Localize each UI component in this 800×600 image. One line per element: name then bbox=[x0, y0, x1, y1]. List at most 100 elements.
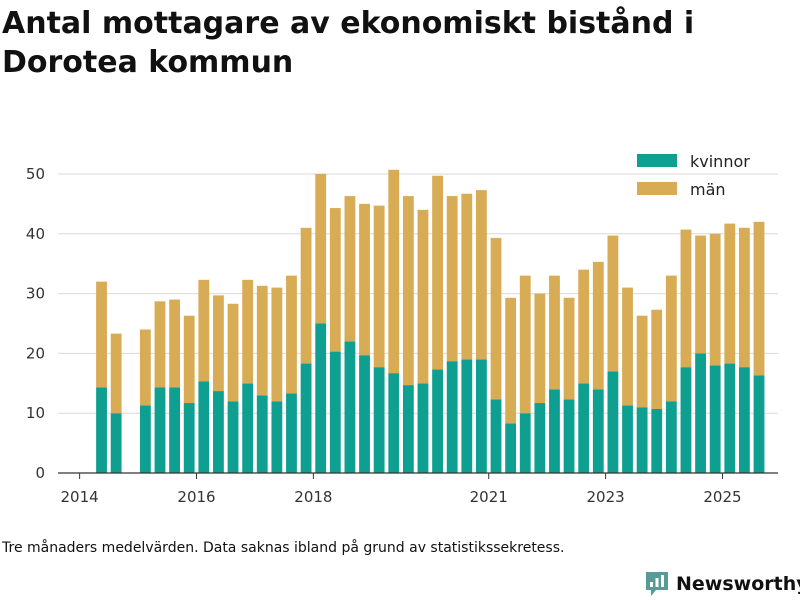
bar-man bbox=[271, 287, 283, 402]
bar-kvinnor bbox=[227, 401, 239, 473]
bar-kvinnor bbox=[96, 387, 107, 473]
footnote: Tre månaders medelvärden. Data saknas ib… bbox=[2, 540, 565, 556]
x-tick-label: 2018 bbox=[294, 488, 332, 506]
bar-kvinnor bbox=[738, 367, 750, 473]
bar-man bbox=[622, 287, 633, 406]
bar-man bbox=[432, 175, 443, 370]
y-tick-label: 40 bbox=[26, 225, 45, 243]
bar-kvinnor bbox=[402, 385, 414, 473]
bar-man bbox=[505, 297, 517, 424]
bar-man bbox=[329, 208, 341, 352]
bar-kvinnor bbox=[286, 393, 297, 473]
legend-label-kvinnor: kvinnor bbox=[690, 152, 750, 171]
bar-kvinnor bbox=[607, 371, 619, 473]
bar-kvinnor bbox=[476, 359, 487, 473]
bar-man bbox=[286, 275, 297, 394]
bar-kvinnor bbox=[139, 405, 151, 473]
bar-kvinnor bbox=[592, 389, 604, 473]
bar-kvinnor bbox=[344, 341, 356, 473]
bar-man bbox=[344, 196, 356, 342]
bar-man bbox=[446, 196, 458, 362]
bars bbox=[96, 169, 765, 473]
bar-kvinnor bbox=[110, 413, 122, 473]
brand-logo[interactable]: Newsworthy bbox=[644, 570, 800, 598]
x-tick-label: 2016 bbox=[177, 488, 215, 506]
bar-man bbox=[738, 227, 750, 368]
bar-kvinnor bbox=[169, 387, 180, 473]
bar-man bbox=[709, 233, 721, 366]
bar-kvinnor bbox=[417, 383, 429, 473]
bar-kvinnor bbox=[753, 375, 765, 473]
y-tick-label: 50 bbox=[26, 165, 45, 183]
bar-man bbox=[213, 295, 224, 392]
legend: kvinnor män bbox=[637, 152, 750, 199]
bar-kvinnor bbox=[242, 383, 254, 473]
bar-man bbox=[636, 315, 648, 408]
bar-man bbox=[651, 309, 663, 410]
bar-kvinnor bbox=[329, 351, 341, 473]
bar-man bbox=[110, 333, 122, 414]
bar-kvinnor bbox=[665, 401, 677, 473]
bar-kvinnor bbox=[622, 405, 633, 473]
bar-man bbox=[724, 223, 736, 364]
bar-man bbox=[417, 209, 429, 384]
axes: 0 10 20 30 40 50 2014 2016 2018 2021 2023 2025 bbox=[26, 165, 778, 506]
bar-kvinnor bbox=[636, 407, 648, 473]
bar-man bbox=[534, 293, 546, 404]
bar-kvinnor bbox=[724, 363, 736, 473]
bar-man bbox=[242, 279, 254, 384]
bar-man bbox=[519, 275, 531, 414]
bar-kvinnor bbox=[534, 403, 546, 473]
bar-man bbox=[227, 303, 239, 402]
y-tick-label: 20 bbox=[26, 344, 45, 362]
bar-man bbox=[461, 193, 473, 360]
bar-man bbox=[183, 315, 195, 404]
x-tick-label: 2021 bbox=[470, 488, 508, 506]
bar-kvinnor bbox=[490, 399, 502, 473]
bar-man bbox=[490, 237, 502, 400]
newsworthy-logo-icon bbox=[646, 572, 668, 596]
bar-man bbox=[665, 275, 677, 402]
bar-man bbox=[96, 281, 107, 388]
y-tick-label: 30 bbox=[26, 285, 45, 303]
bar-kvinnor bbox=[578, 383, 590, 473]
y-tick-label: 0 bbox=[35, 464, 45, 482]
bar-kvinnor bbox=[651, 409, 663, 473]
bar-man bbox=[476, 190, 487, 360]
bar-man bbox=[388, 169, 400, 374]
bar-man bbox=[139, 329, 151, 406]
bar-kvinnor bbox=[680, 367, 692, 473]
brand-name: Newsworthy bbox=[676, 573, 800, 595]
legend-swatch-man bbox=[637, 182, 677, 195]
bar-man bbox=[753, 221, 765, 376]
bar-kvinnor bbox=[373, 367, 385, 473]
bar-man bbox=[198, 279, 210, 382]
bar-kvinnor bbox=[183, 403, 195, 473]
bar-kvinnor bbox=[563, 399, 575, 473]
chart-title: Antal mottagare av ekonomiskt bistånd i … bbox=[2, 6, 695, 80]
legend-label-man: män bbox=[690, 180, 726, 199]
bar-man bbox=[680, 229, 692, 368]
y-tick-label: 10 bbox=[26, 404, 45, 422]
bar-man bbox=[169, 299, 180, 388]
bar-man bbox=[154, 301, 166, 388]
bar-kvinnor bbox=[154, 387, 166, 473]
bar-kvinnor bbox=[505, 423, 517, 473]
bar-kvinnor bbox=[695, 353, 706, 473]
x-tick-label: 2025 bbox=[703, 488, 741, 506]
bar-man bbox=[563, 297, 575, 400]
bar-kvinnor bbox=[709, 365, 721, 473]
bar-kvinnor bbox=[388, 373, 400, 473]
bar-man bbox=[549, 275, 560, 390]
bar-man bbox=[592, 261, 604, 390]
bar-kvinnor bbox=[256, 395, 268, 473]
bar-man bbox=[373, 205, 385, 368]
bar-kvinnor bbox=[315, 323, 327, 473]
bar-kvinnor bbox=[446, 361, 458, 473]
bar-man bbox=[300, 227, 312, 364]
bar-kvinnor bbox=[300, 363, 312, 473]
stacked-bar-chart: 0 10 20 30 40 50 2014 2016 2018 2021 2023 2025 kvin… bbox=[26, 152, 778, 506]
bar-kvinnor bbox=[461, 359, 473, 473]
bar-man bbox=[607, 235, 619, 372]
bar-man bbox=[315, 173, 327, 324]
